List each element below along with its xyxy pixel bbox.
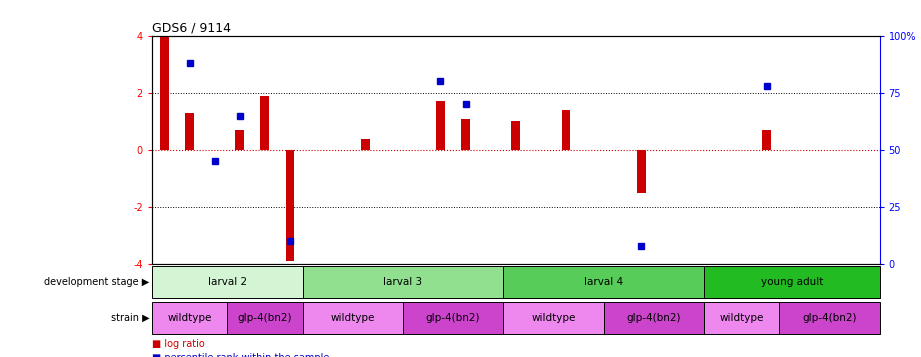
Text: young adult: young adult [761, 277, 823, 287]
Bar [704, 302, 779, 334]
Bar [461, 119, 470, 150]
Bar [160, 36, 169, 150]
Text: larval 3: larval 3 [383, 277, 423, 287]
Bar [636, 150, 646, 193]
Text: glp-4(bn2): glp-4(bn2) [802, 313, 857, 323]
Bar [227, 302, 302, 334]
Bar [763, 130, 771, 150]
Text: development stage ▶: development stage ▶ [44, 277, 149, 287]
Bar [302, 266, 503, 298]
Text: larval 2: larval 2 [207, 277, 247, 287]
Bar [562, 110, 570, 150]
Bar [152, 302, 227, 334]
Bar [511, 121, 520, 150]
Text: wildtype: wildtype [531, 313, 576, 323]
Bar [261, 96, 269, 150]
Bar [361, 139, 369, 150]
Text: wildtype: wildtype [168, 313, 212, 323]
Text: glp-4(bn2): glp-4(bn2) [238, 313, 292, 323]
Bar [152, 266, 302, 298]
Bar [402, 302, 503, 334]
Text: glp-4(bn2): glp-4(bn2) [626, 313, 681, 323]
Text: glp-4(bn2): glp-4(bn2) [426, 313, 480, 323]
Bar [236, 130, 244, 150]
Bar [286, 150, 295, 261]
Bar [185, 113, 194, 150]
Text: ■ log ratio: ■ log ratio [152, 339, 204, 349]
Bar [302, 302, 402, 334]
Bar [779, 302, 880, 334]
Bar [503, 266, 704, 298]
Bar [437, 101, 445, 150]
Text: GDS6 / 9114: GDS6 / 9114 [152, 21, 231, 35]
Text: strain ▶: strain ▶ [111, 313, 149, 323]
Bar [704, 266, 880, 298]
Text: wildtype: wildtype [331, 313, 375, 323]
Text: larval 4: larval 4 [584, 277, 624, 287]
Bar [603, 302, 704, 334]
Bar [503, 302, 603, 334]
Text: ■ percentile rank within the sample: ■ percentile rank within the sample [152, 353, 330, 357]
Text: wildtype: wildtype [719, 313, 764, 323]
